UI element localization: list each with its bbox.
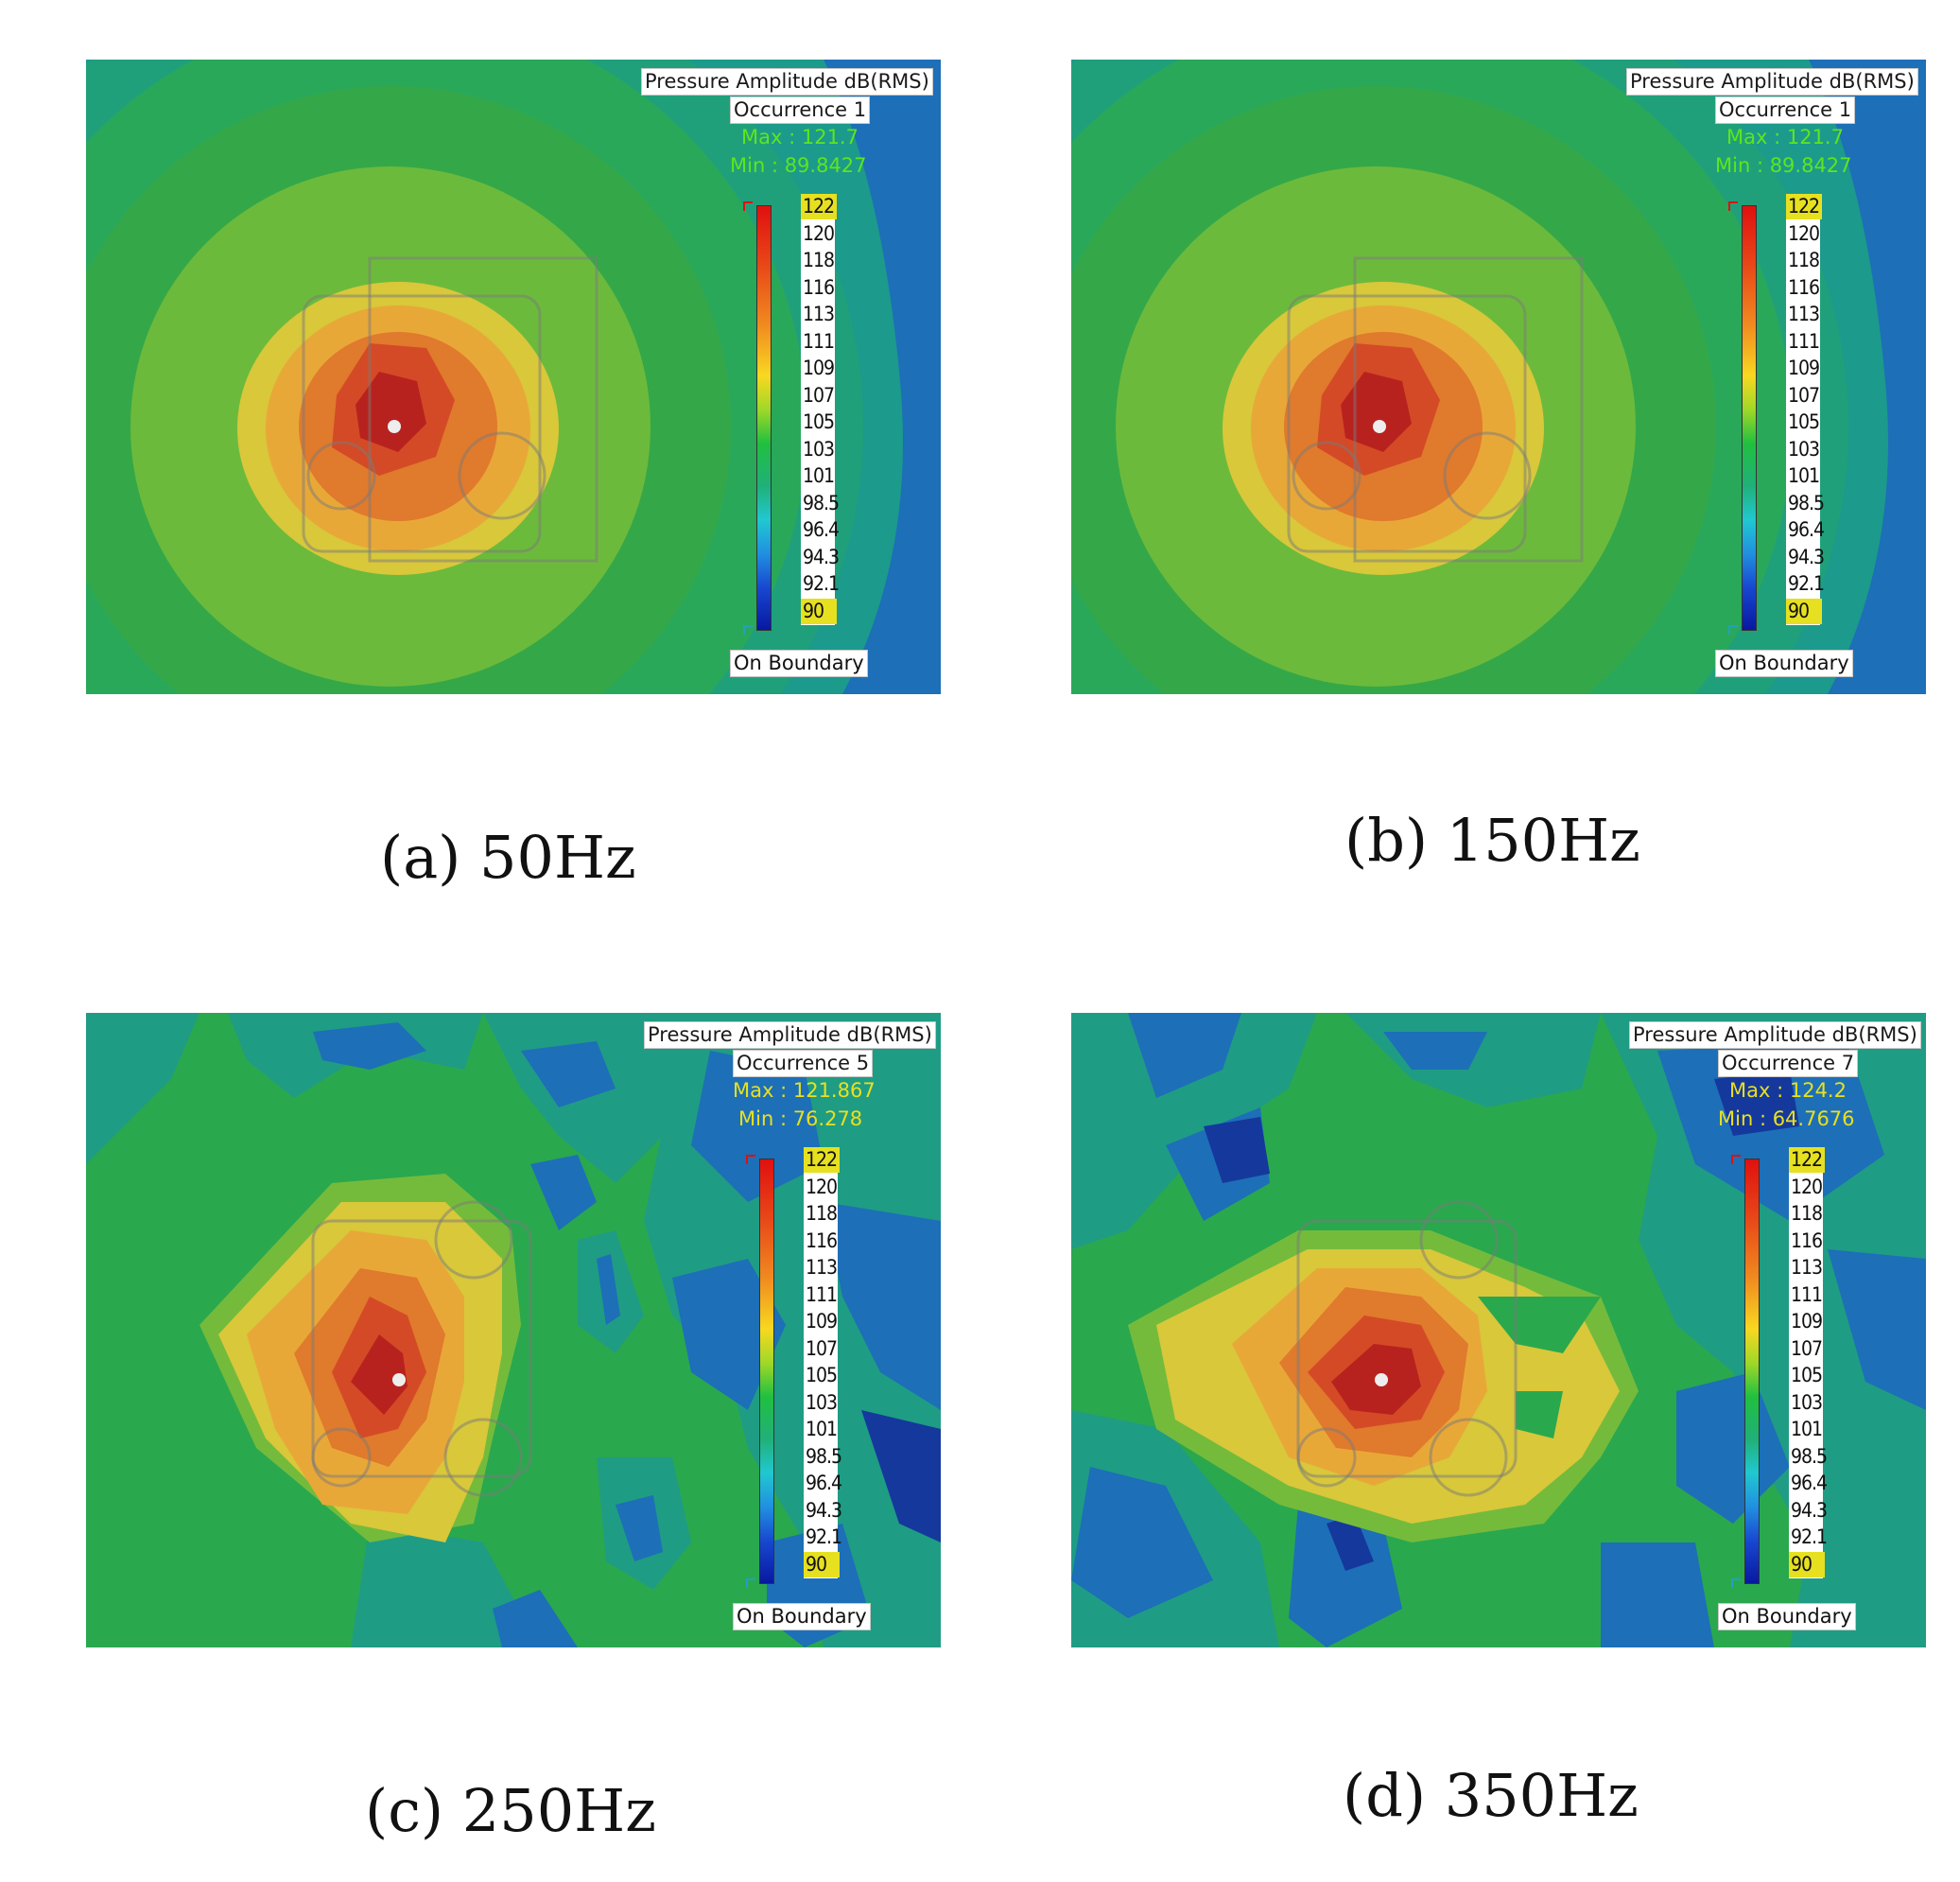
contour-plot-250hz: Pressure Amplitude dB(RMS) Occurrence 5 … <box>86 1013 941 1647</box>
contour-plot-350hz: Pressure Amplitude dB(RMS) Occurrence 7 … <box>1071 1013 1926 1647</box>
pressure-field-150hz <box>1071 60 1926 694</box>
caption-50hz: (a) 50Hz <box>380 823 636 892</box>
caption-250hz: (c) 250Hz <box>365 1776 656 1845</box>
pressure-field-250hz <box>86 1013 941 1647</box>
contour-plot-150hz: Pressure Amplitude dB(RMS) Occurrence 1 … <box>1071 60 1926 694</box>
pressure-field-350hz <box>1071 1013 1926 1647</box>
caption-150hz: (b) 150Hz <box>1344 806 1640 875</box>
contour-plot-50hz: Pressure Amplitude dB(RMS) Occurrence 1 … <box>86 60 941 694</box>
caption-350hz: (d) 350Hz <box>1343 1761 1639 1830</box>
pressure-field-50hz <box>86 60 941 694</box>
